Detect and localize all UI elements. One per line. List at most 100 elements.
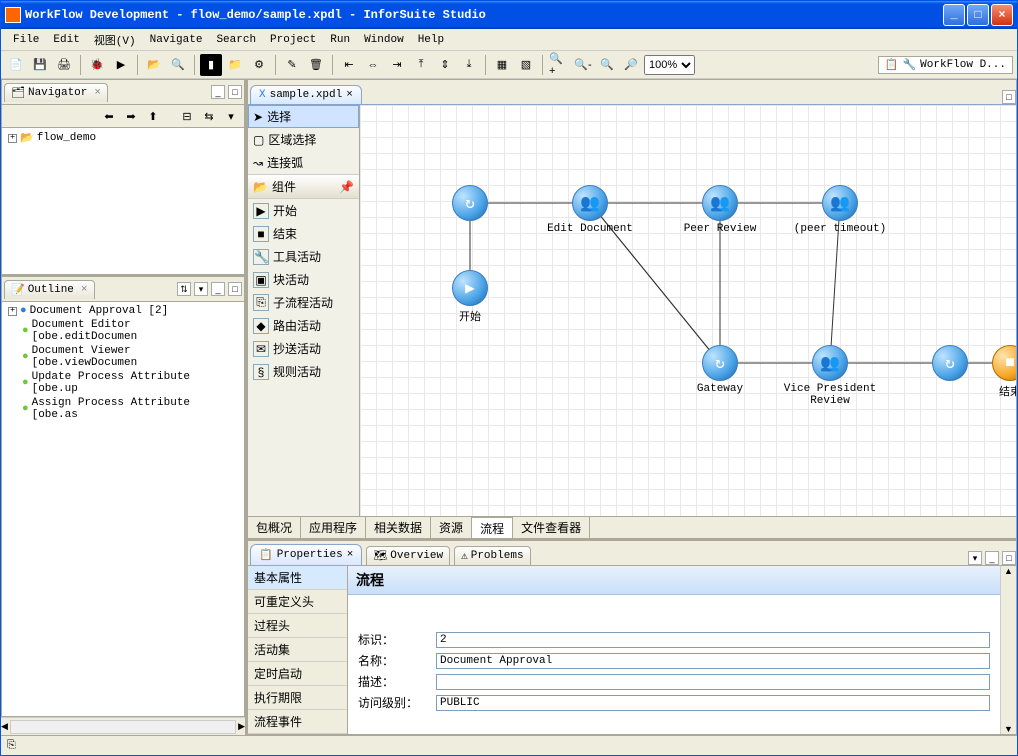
edit-tool-button[interactable]: ✎ — [281, 54, 303, 76]
menu-navigate[interactable]: Navigate — [144, 32, 209, 48]
workflow-node[interactable]: ▶开始 — [420, 270, 520, 324]
menu-view[interactable]: 视图(V) — [88, 30, 142, 50]
props-scroll-down[interactable]: ▼ — [1001, 724, 1016, 734]
problems-tab[interactable]: ⚠ Problems — [454, 546, 530, 565]
editor-tab-sample[interactable]: X sample.xpdl × — [250, 85, 362, 104]
properties-category[interactable]: 过程头 — [248, 614, 347, 638]
palette-component-item[interactable]: ✉抄送活动 — [248, 337, 359, 360]
print-button[interactable]: 🖨 — [53, 54, 75, 76]
expander-icon[interactable]: + — [8, 307, 17, 316]
palette-components-header[interactable]: 📂组件📌 — [248, 174, 359, 199]
outline-max-icon[interactable]: □ — [228, 282, 242, 296]
delete-button[interactable]: 🗑 — [305, 54, 327, 76]
search-button[interactable]: 🔍 — [167, 54, 189, 76]
close-button[interactable]: × — [991, 4, 1013, 26]
editor-bottom-tab[interactable]: 资源 — [431, 517, 472, 538]
minimize-button[interactable]: _ — [943, 4, 965, 26]
menu-edit[interactable]: Edit — [47, 32, 85, 48]
align-center-button[interactable]: ⇔ — [362, 54, 384, 76]
gears-button[interactable]: ⚙ — [248, 54, 270, 76]
nav-link-button[interactable]: ⇆ — [200, 107, 218, 125]
outline-min-icon[interactable]: _ — [211, 282, 225, 296]
workflow-node[interactable]: ↻ — [420, 185, 520, 223]
properties-category[interactable]: 活动集 — [248, 638, 347, 662]
close-outline-icon[interactable]: × — [81, 284, 88, 296]
outline-tab[interactable]: 📝 Outline × — [4, 280, 95, 299]
editor-bottom-tab[interactable]: 流程 — [472, 517, 513, 539]
save-button[interactable]: 💾 — [29, 54, 51, 76]
outline-menu-icon[interactable]: ▾ — [194, 282, 208, 296]
zoom-fit-button[interactable]: 🔍 — [596, 54, 618, 76]
editor-max-icon[interactable]: □ — [1002, 90, 1016, 104]
workflow-node[interactable]: 👥Vice President Review — [780, 345, 880, 407]
workflow-node[interactable]: ↻Gateway — [670, 345, 770, 395]
outline-item[interactable]: ●Document Viewer [obe.viewDocumen — [4, 344, 242, 370]
zoom-100-button[interactable]: 🔎 — [620, 54, 642, 76]
properties-category[interactable]: 定时启动 — [248, 662, 347, 686]
new-button[interactable]: 📄 — [5, 54, 27, 76]
menu-search[interactable]: Search — [210, 32, 262, 48]
close-properties-icon[interactable]: × — [347, 549, 354, 561]
menu-window[interactable]: Window — [358, 32, 410, 48]
field-access-input[interactable] — [436, 695, 990, 711]
menu-file[interactable]: File — [7, 32, 45, 48]
outline-item[interactable]: ●Document Editor [obe.editDocumen — [4, 318, 242, 344]
menu-run[interactable]: Run — [324, 32, 356, 48]
outline-item[interactable]: +●Document Approval [2] — [4, 304, 242, 318]
left-scrollbar[interactable]: ◀ ▶ — [1, 717, 245, 735]
menu-help[interactable]: Help — [412, 32, 450, 48]
nav-menu-button[interactable]: ▾ — [222, 107, 240, 125]
properties-category[interactable]: 流程事件 — [248, 710, 347, 734]
outline-item[interactable]: ●Update Process Attribute [obe.up — [4, 370, 242, 396]
outline-sort-icon[interactable]: ⇅ — [177, 282, 191, 296]
palette-component-item[interactable]: ⎘子流程活动 — [248, 291, 359, 314]
align-top-button[interactable]: ⤒ — [410, 54, 432, 76]
props-scroll-up[interactable]: ▲ — [1001, 566, 1016, 576]
palette-component-item[interactable]: ▶开始 — [248, 199, 359, 222]
pin-icon[interactable]: 📌 — [339, 180, 354, 194]
palette-component-item[interactable]: §规则活动 — [248, 360, 359, 383]
maximize-button[interactable]: □ — [967, 4, 989, 26]
editor-bottom-tab[interactable]: 文件查看器 — [513, 517, 590, 538]
props-menu-icon[interactable]: ▾ — [968, 551, 982, 565]
minimize-view-icon[interactable]: _ — [211, 85, 225, 99]
properties-tab[interactable]: 📋 Properties × — [250, 544, 362, 565]
align-right-button[interactable]: ⇥ — [386, 54, 408, 76]
nav-up-button[interactable]: ⬆ — [144, 107, 162, 125]
open-folder-button[interactable]: 📂 — [143, 54, 165, 76]
workflow-node[interactable]: 👥(peer timeout) — [790, 185, 890, 235]
maximize-view-icon[interactable]: □ — [228, 85, 242, 99]
navigator-tab[interactable]: 🗂 Navigator × — [4, 83, 108, 102]
props-min-icon[interactable]: _ — [985, 551, 999, 565]
nav-fwd-button[interactable]: ➡ — [122, 107, 140, 125]
console-button[interactable]: ▮ — [200, 54, 222, 76]
zoom-select[interactable]: 100% — [644, 55, 695, 75]
editor-bottom-tab[interactable]: 包概况 — [248, 517, 301, 538]
outline-item[interactable]: ●Assign Process Attribute [obe.as — [4, 396, 242, 422]
palette-component-item[interactable]: 🔧工具活动 — [248, 245, 359, 268]
close-editor-icon[interactable]: × — [346, 89, 353, 101]
workflow-canvas[interactable]: ↻▶开始👥Edit Document👥Peer Review👥(peer tim… — [360, 105, 1016, 516]
palette-component-item[interactable]: ■结束 — [248, 222, 359, 245]
nav-collapse-button[interactable]: ⊟ — [178, 107, 196, 125]
debug-button[interactable]: 🐞 — [86, 54, 108, 76]
field-name-input[interactable] — [436, 653, 990, 669]
menu-project[interactable]: Project — [264, 32, 322, 48]
folder2-button[interactable]: 📁 — [224, 54, 246, 76]
align-left-button[interactable]: ⇤ — [338, 54, 360, 76]
align-middle-button[interactable]: ⇕ — [434, 54, 456, 76]
perspective-switcher[interactable]: 📋 🔧 WorkFlow D... — [878, 56, 1013, 74]
zoom-out-button[interactable]: 🔍- — [572, 54, 594, 76]
field-id-input[interactable] — [436, 632, 990, 648]
expander-icon[interactable]: + — [8, 134, 17, 143]
zoom-in-button[interactable]: 🔍+ — [548, 54, 570, 76]
editor-bottom-tab[interactable]: 相关数据 — [366, 517, 431, 538]
snap-button[interactable]: ▧ — [515, 54, 537, 76]
nav-back-button[interactable]: ⬅ — [100, 107, 118, 125]
workflow-node[interactable]: 👥Edit Document — [540, 185, 640, 235]
align-bottom-button[interactable]: ⤓ — [458, 54, 480, 76]
palette-component-item[interactable]: ◆路由活动 — [248, 314, 359, 337]
properties-category[interactable]: 可重定义头 — [248, 590, 347, 614]
workflow-node[interactable]: ■结束 — [960, 345, 1016, 399]
palette-connection-tool[interactable]: ↝连接弧 — [248, 151, 359, 174]
